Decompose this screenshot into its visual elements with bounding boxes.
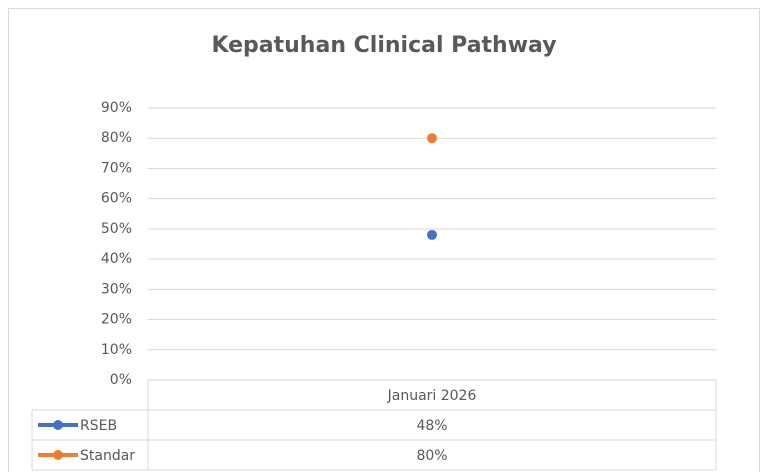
y-tick-label: 40% (101, 251, 132, 267)
table-value: 80% (416, 448, 447, 464)
data-point (427, 133, 437, 144)
legend-label: RSEB (80, 418, 117, 434)
legend-marker (53, 420, 63, 430)
y-tick-label: 90% (101, 100, 132, 116)
y-tick-label: 10% (101, 342, 132, 358)
y-tick-label: 30% (101, 281, 132, 297)
x-category-label: Januari 2026 (387, 388, 477, 404)
chart-border (8, 8, 760, 472)
y-tick-label: 60% (101, 191, 132, 207)
y-tick-label: 80% (101, 130, 132, 146)
y-tick-label: 0% (110, 372, 132, 388)
data-point (427, 229, 437, 240)
y-tick-label: 20% (101, 312, 132, 328)
chart-title: Kepatuhan Clinical Pathway (211, 33, 556, 58)
table-value: 48% (416, 418, 447, 434)
legend-marker (53, 450, 63, 460)
legend-label: Standar (80, 448, 135, 464)
y-tick-label: 70% (101, 160, 132, 176)
y-tick-label: 50% (101, 221, 132, 237)
